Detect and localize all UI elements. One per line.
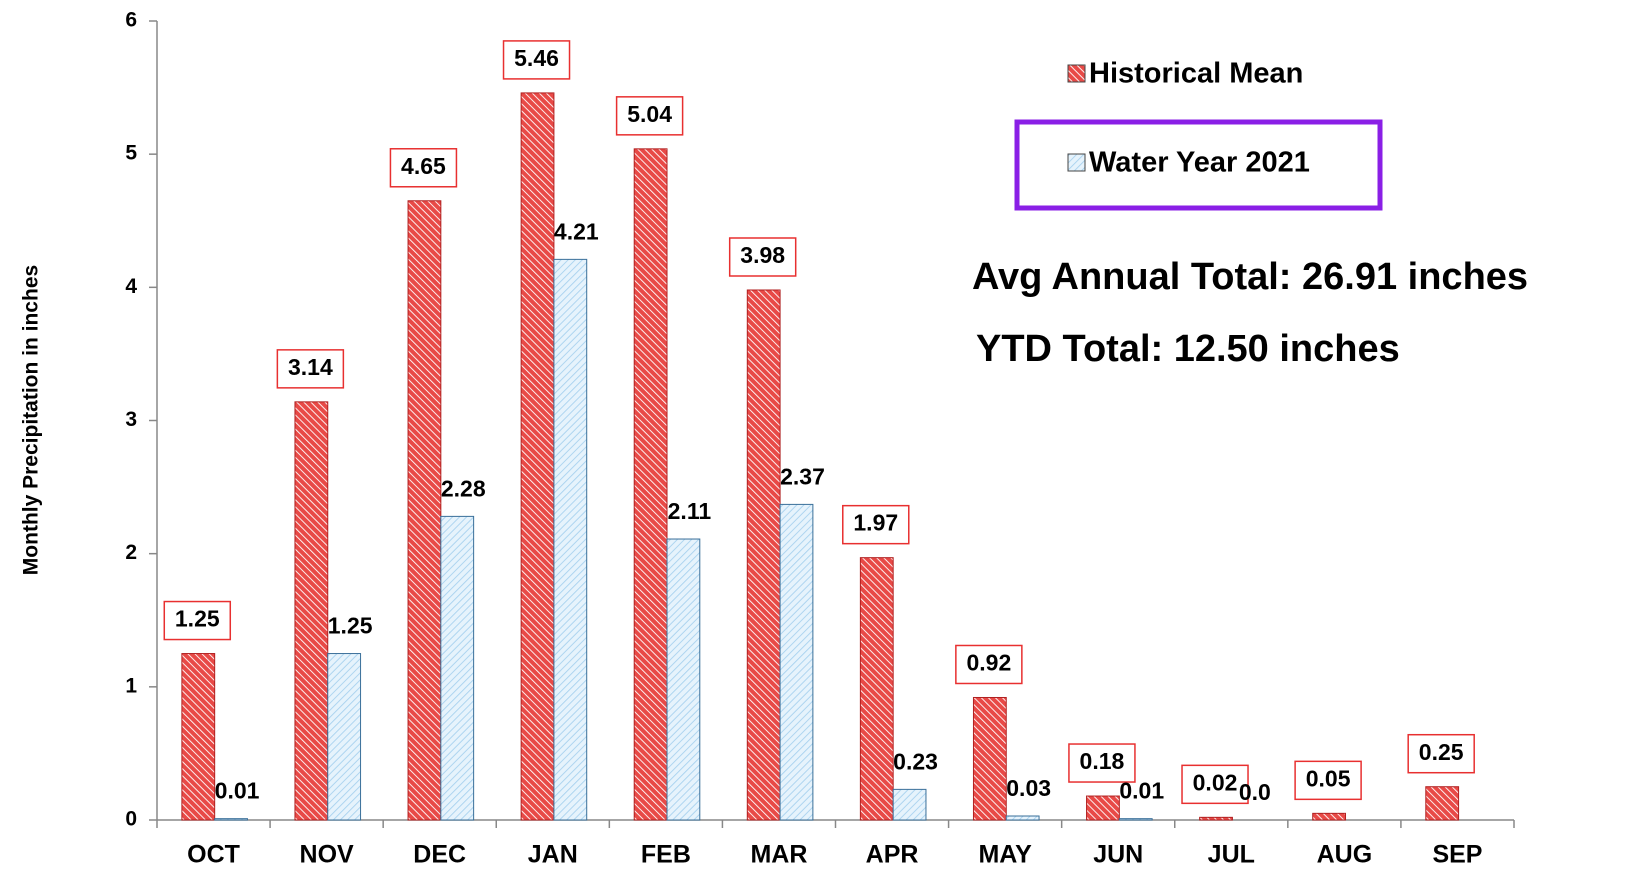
value-label-box <box>955 644 1023 685</box>
x-tick-label: FEB <box>641 841 691 869</box>
value-label: 2.37 <box>780 463 825 489</box>
x-tick-label: OCT <box>187 841 240 869</box>
value-label: 4.21 <box>554 218 599 244</box>
x-tick-label: SEP <box>1432 841 1482 869</box>
legend-label: Water Year 2021 <box>1089 147 1310 179</box>
bar <box>407 200 442 821</box>
bar <box>633 148 668 821</box>
x-tick-label: NOV <box>300 841 355 869</box>
bar <box>746 289 781 821</box>
value-label-box <box>389 148 458 188</box>
value-label-box <box>842 504 910 545</box>
y-tick-label: 2 <box>125 541 137 564</box>
bar <box>553 258 588 821</box>
bar <box>181 653 216 821</box>
y-axis-label: Monthly Precipitation in inches <box>20 265 43 575</box>
bar <box>214 818 248 821</box>
value-label-box <box>615 96 684 136</box>
bar <box>859 557 894 821</box>
bar <box>779 503 814 821</box>
value-label-box <box>1407 733 1475 774</box>
bar <box>666 538 701 821</box>
value-label: 0.92 <box>966 650 1011 676</box>
x-tick-label: MAY <box>978 841 1032 869</box>
x-tick-label: JAN <box>528 841 578 869</box>
value-label: 5.46 <box>514 45 559 71</box>
bar <box>520 92 555 821</box>
value-label-box <box>276 349 345 389</box>
bar <box>1312 812 1347 821</box>
value-label-box <box>1294 760 1362 801</box>
x-tick-label: JUL <box>1208 841 1255 869</box>
value-label: 5.04 <box>627 101 672 127</box>
x-tick-label: MAR <box>750 841 807 869</box>
value-label: 0.05 <box>1306 765 1351 791</box>
y-tick-label: 6 <box>125 9 137 32</box>
value-label: 0.01 <box>215 778 260 804</box>
value-label: 0.01 <box>1119 778 1164 804</box>
bar <box>1005 815 1040 821</box>
value-label: 4.65 <box>401 153 446 179</box>
bar <box>1425 786 1460 821</box>
value-label: 1.25 <box>175 606 220 632</box>
value-label-box <box>1181 764 1249 805</box>
value-label: 0.23 <box>893 748 938 774</box>
bar <box>1118 818 1153 821</box>
legend-swatch <box>1067 153 1086 172</box>
bar <box>892 788 927 821</box>
y-tick-label: 1 <box>125 674 137 697</box>
value-label: 2.11 <box>668 498 712 524</box>
annotation: Avg Annual Total: 26.91 inches <box>972 256 1528 298</box>
legend-swatch <box>1067 64 1086 83</box>
value-label-box <box>1068 743 1136 783</box>
value-label: 2.28 <box>441 475 486 501</box>
y-tick-label: 0 <box>125 808 137 831</box>
x-tick-label: AUG <box>1317 841 1373 869</box>
bar <box>327 653 362 821</box>
highlight-box <box>1014 119 1383 211</box>
annotation: YTD Total: 12.50 inches <box>976 328 1400 370</box>
bar <box>972 696 1007 821</box>
value-label: 3.98 <box>740 242 785 268</box>
value-label: 0.25 <box>1419 739 1464 765</box>
value-label: 1.97 <box>853 510 898 536</box>
bar <box>1086 795 1120 821</box>
value-label-box <box>163 600 232 641</box>
legend-label: Historical Mean <box>1089 58 1303 90</box>
value-label: 0.03 <box>1006 775 1051 801</box>
value-label: 3.14 <box>288 354 333 380</box>
value-label: 0.0 <box>1239 779 1271 805</box>
value-label: 0.18 <box>1080 748 1125 774</box>
value-label: 1.25 <box>328 613 373 639</box>
bar <box>294 401 329 821</box>
y-tick-label: 4 <box>125 275 137 298</box>
bar <box>440 515 475 821</box>
x-tick-label: APR <box>866 841 919 869</box>
value-label-box <box>728 237 797 277</box>
y-tick-label: 5 <box>125 142 137 165</box>
x-tick-label: JUN <box>1093 841 1143 869</box>
bar <box>1199 816 1233 821</box>
x-tick-label: DEC <box>413 841 466 869</box>
y-tick-label: 3 <box>125 408 137 431</box>
value-label-box <box>502 40 571 80</box>
value-label: 0.02 <box>1193 769 1238 795</box>
